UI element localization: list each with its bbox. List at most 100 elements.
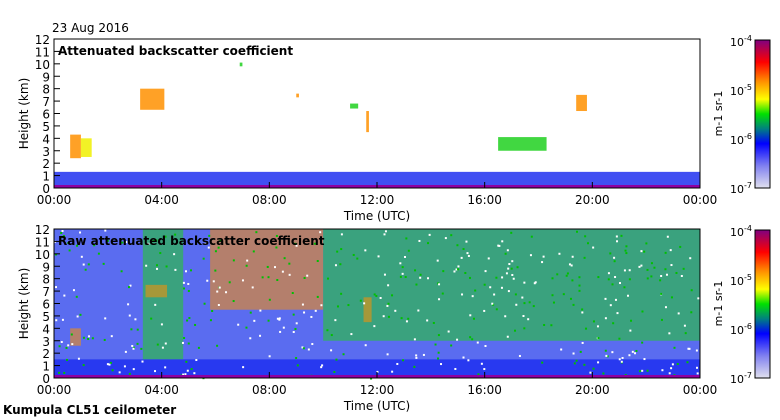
colorbar-tick-exponent: -6 bbox=[744, 132, 752, 141]
colorbar-tick-base: 10 bbox=[730, 85, 744, 98]
noise-speckle bbox=[127, 286, 130, 289]
noise-speckle bbox=[500, 286, 503, 289]
noise-speckle bbox=[628, 278, 631, 281]
noise-speckle bbox=[327, 277, 330, 280]
noise-speckle bbox=[640, 250, 643, 253]
noise-speckle bbox=[621, 356, 624, 359]
noise-speckle bbox=[340, 292, 343, 295]
noise-speckle bbox=[311, 343, 314, 346]
backscatter-feature bbox=[323, 229, 700, 341]
noise-speckle bbox=[375, 294, 378, 297]
noise-speckle bbox=[261, 276, 264, 279]
noise-speckle bbox=[67, 344, 70, 347]
noise-speckle bbox=[70, 333, 73, 336]
noise-speckle bbox=[288, 273, 291, 276]
noise-speckle bbox=[665, 273, 668, 276]
noise-speckle bbox=[159, 252, 162, 255]
noise-speckle bbox=[321, 364, 324, 367]
noise-speckle bbox=[579, 350, 582, 353]
noise-speckle bbox=[612, 322, 615, 325]
noise-speckle bbox=[634, 352, 637, 355]
y-tick-label: 9 bbox=[42, 260, 50, 274]
noise-speckle bbox=[217, 303, 220, 306]
colorbar-unit-label: m-1 sr-1 bbox=[712, 281, 725, 327]
noise-speckle bbox=[188, 317, 191, 320]
backscatter-feature bbox=[70, 328, 81, 346]
noise-speckle bbox=[607, 278, 610, 281]
noise-speckle bbox=[61, 318, 64, 321]
noise-speckle bbox=[529, 254, 532, 257]
noise-speckle bbox=[266, 265, 269, 268]
noise-speckle bbox=[597, 337, 600, 340]
noise-speckle bbox=[586, 242, 589, 245]
backscatter-feature bbox=[54, 171, 700, 188]
noise-speckle bbox=[609, 252, 612, 255]
noise-speckle bbox=[203, 302, 206, 305]
y-tick-label: 0 bbox=[42, 372, 50, 386]
noise-speckle bbox=[303, 276, 306, 279]
noise-speckle bbox=[127, 303, 130, 306]
noise-speckle bbox=[267, 276, 270, 279]
noise-speckle bbox=[156, 264, 159, 267]
noise-speckle bbox=[450, 234, 453, 237]
noise-speckle bbox=[296, 364, 299, 367]
noise-speckle bbox=[206, 279, 209, 282]
noise-speckle bbox=[413, 338, 416, 341]
noise-speckle bbox=[427, 277, 430, 280]
noise-speckle bbox=[434, 343, 437, 346]
noise-speckle bbox=[301, 303, 304, 306]
backscatter-feature bbox=[239, 62, 243, 67]
noise-speckle bbox=[55, 319, 58, 322]
noise-speckle bbox=[71, 343, 74, 346]
noise-speckle bbox=[335, 358, 338, 361]
noise-speckle bbox=[58, 371, 61, 374]
x-tick-label: 16:00 bbox=[467, 193, 502, 207]
noise-speckle bbox=[334, 319, 337, 322]
noise-speckle bbox=[131, 344, 134, 347]
noise-speckle bbox=[209, 319, 212, 322]
noise-speckle bbox=[106, 363, 109, 366]
noise-speckle bbox=[623, 269, 626, 272]
noise-speckle bbox=[489, 286, 492, 289]
noise-speckle bbox=[504, 252, 507, 255]
noise-speckle bbox=[249, 311, 252, 314]
noise-speckle bbox=[187, 289, 190, 292]
noise-speckle bbox=[249, 337, 252, 340]
noise-speckle bbox=[689, 257, 692, 260]
noise-speckle bbox=[136, 328, 139, 331]
noise-speckle bbox=[484, 270, 487, 273]
noise-speckle bbox=[275, 246, 278, 249]
noise-speckle bbox=[197, 346, 200, 349]
y-tick-label: 12 bbox=[35, 33, 50, 47]
colorbar-tick-label: 10-4 bbox=[730, 224, 752, 239]
noise-speckle bbox=[342, 353, 345, 356]
noise-speckle bbox=[620, 360, 623, 363]
noise-speckle bbox=[511, 273, 514, 276]
noise-speckle bbox=[501, 276, 504, 279]
noise-speckle bbox=[673, 346, 676, 349]
noise-speckle bbox=[79, 231, 82, 234]
noise-speckle bbox=[76, 315, 79, 318]
noise-speckle bbox=[670, 367, 673, 370]
noise-speckle bbox=[383, 273, 386, 276]
noise-speckle bbox=[619, 282, 622, 285]
noise-speckle bbox=[597, 361, 600, 364]
noise-speckle bbox=[668, 332, 671, 335]
y-tick-label: 3 bbox=[42, 145, 50, 159]
noise-speckle bbox=[523, 302, 526, 305]
noise-speckle bbox=[128, 314, 131, 317]
noise-speckle bbox=[190, 368, 193, 371]
x-tick-label: 00:00 bbox=[37, 383, 72, 397]
noise-speckle bbox=[671, 363, 674, 366]
noise-speckle bbox=[686, 361, 689, 364]
noise-speckle bbox=[336, 305, 339, 308]
noise-speckle bbox=[350, 333, 353, 336]
noise-speckle bbox=[493, 293, 496, 296]
noise-speckle bbox=[677, 312, 680, 315]
noise-speckle bbox=[79, 313, 82, 316]
noise-speckle bbox=[616, 240, 619, 243]
noise-speckle bbox=[294, 328, 297, 331]
noise-speckle bbox=[659, 279, 662, 282]
backscatter-feature bbox=[70, 134, 81, 159]
noise-speckle bbox=[592, 320, 595, 323]
